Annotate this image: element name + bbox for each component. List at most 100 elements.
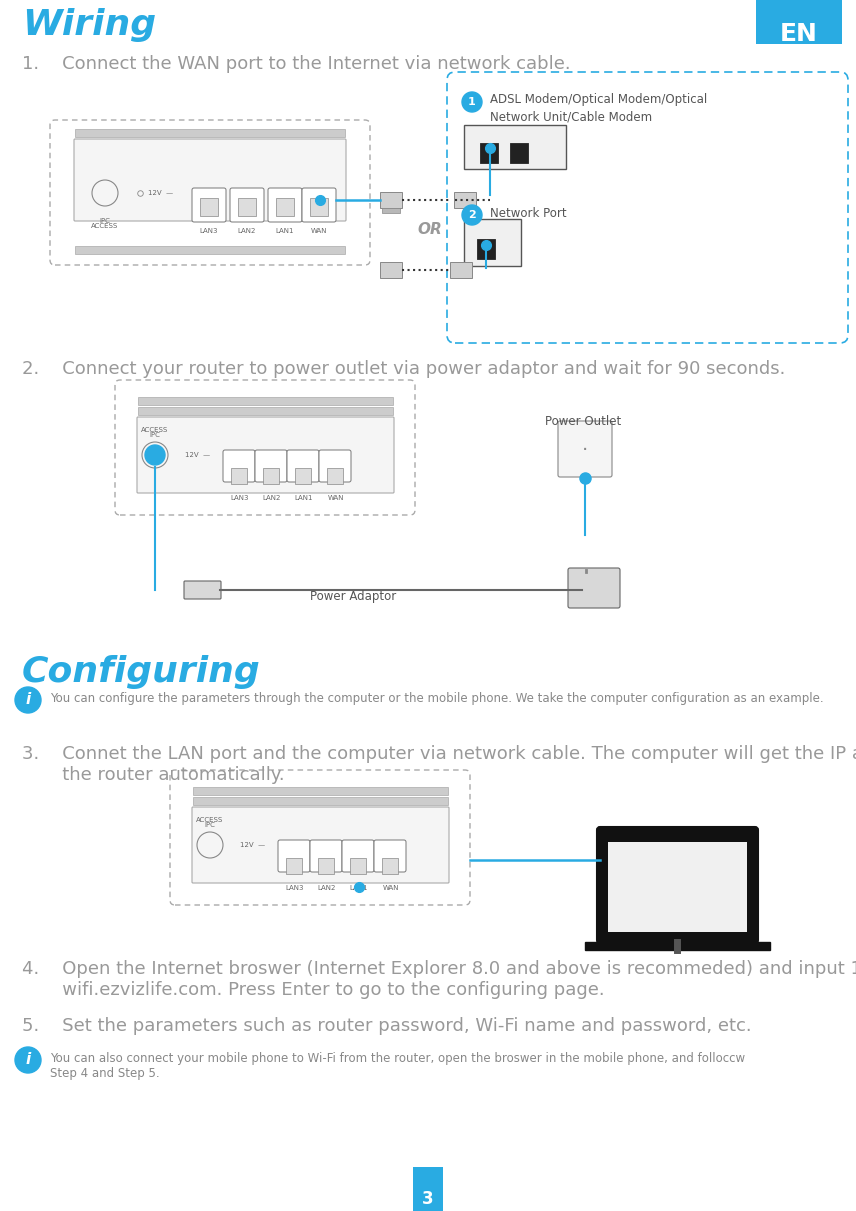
Text: LAN3: LAN3	[231, 495, 249, 501]
FancyBboxPatch shape	[231, 467, 247, 484]
Text: LAN3: LAN3	[199, 228, 218, 234]
FancyBboxPatch shape	[558, 421, 612, 477]
Text: 12V  —: 12V —	[148, 190, 173, 196]
Text: IPC: IPC	[99, 218, 110, 224]
Text: LAN2: LAN2	[238, 228, 256, 234]
FancyBboxPatch shape	[268, 188, 302, 222]
FancyBboxPatch shape	[170, 770, 470, 905]
Text: LAN1: LAN1	[294, 495, 313, 501]
FancyBboxPatch shape	[380, 262, 402, 279]
Circle shape	[15, 687, 41, 713]
FancyBboxPatch shape	[137, 417, 394, 493]
Text: Power Outlet: Power Outlet	[545, 415, 621, 427]
Text: WAN: WAN	[328, 495, 344, 501]
FancyBboxPatch shape	[295, 467, 311, 484]
Text: Configuring: Configuring	[22, 655, 261, 689]
FancyBboxPatch shape	[75, 246, 345, 254]
FancyBboxPatch shape	[382, 859, 398, 874]
Text: 2.    Connect your router to power outlet via power adaptor and wait for 90 seco: 2. Connect your router to power outlet v…	[22, 360, 785, 378]
Text: 12V  —: 12V —	[185, 452, 210, 458]
FancyBboxPatch shape	[223, 450, 255, 482]
FancyBboxPatch shape	[200, 199, 218, 216]
Text: LAN3: LAN3	[286, 885, 304, 891]
Text: 5.    Set the parameters such as router password, Wi-Fi name and password, etc.: 5. Set the parameters such as router pas…	[22, 1017, 752, 1035]
Text: 1.    Connect the WAN port to the Internet via network cable.: 1. Connect the WAN port to the Internet …	[22, 54, 571, 73]
FancyBboxPatch shape	[278, 840, 310, 872]
FancyBboxPatch shape	[447, 71, 848, 343]
Text: Power Adaptor: Power Adaptor	[310, 590, 396, 603]
FancyBboxPatch shape	[327, 467, 343, 484]
Text: Network Port: Network Port	[490, 207, 567, 220]
Text: LAN1: LAN1	[276, 228, 294, 234]
Text: ACCESS: ACCESS	[141, 427, 169, 434]
FancyBboxPatch shape	[756, 0, 842, 44]
FancyBboxPatch shape	[263, 467, 279, 484]
Text: ·: ·	[582, 442, 588, 460]
Circle shape	[462, 92, 482, 111]
Circle shape	[15, 1048, 41, 1073]
Text: EN: EN	[780, 22, 818, 46]
FancyBboxPatch shape	[374, 840, 406, 872]
Text: LAN2: LAN2	[263, 495, 281, 501]
Text: OR: OR	[418, 223, 443, 237]
FancyBboxPatch shape	[193, 787, 448, 794]
Text: LAN1: LAN1	[350, 885, 368, 891]
FancyBboxPatch shape	[510, 143, 528, 163]
FancyBboxPatch shape	[238, 199, 256, 216]
FancyBboxPatch shape	[477, 239, 495, 259]
FancyBboxPatch shape	[318, 859, 334, 874]
Text: ACCESS: ACCESS	[92, 223, 119, 229]
FancyBboxPatch shape	[382, 208, 400, 213]
FancyBboxPatch shape	[115, 380, 415, 515]
FancyBboxPatch shape	[464, 219, 521, 266]
FancyBboxPatch shape	[74, 139, 346, 220]
Text: You can configure the parameters through the computer or the mobile phone. We ta: You can configure the parameters through…	[50, 691, 823, 705]
FancyBboxPatch shape	[192, 807, 449, 883]
FancyBboxPatch shape	[255, 450, 287, 482]
Circle shape	[462, 205, 482, 225]
FancyBboxPatch shape	[450, 193, 472, 208]
Text: ACCESS: ACCESS	[196, 817, 223, 823]
FancyBboxPatch shape	[597, 827, 758, 943]
FancyBboxPatch shape	[310, 840, 342, 872]
FancyBboxPatch shape	[608, 842, 747, 932]
Text: 1: 1	[468, 97, 476, 107]
FancyBboxPatch shape	[464, 125, 566, 170]
Text: You can also connect your mobile phone to Wi-Fi from the router, open the broswe: You can also connect your mobile phone t…	[50, 1052, 745, 1080]
FancyBboxPatch shape	[193, 797, 448, 805]
FancyBboxPatch shape	[480, 143, 498, 163]
Text: 2: 2	[468, 210, 476, 220]
FancyBboxPatch shape	[276, 199, 294, 216]
FancyBboxPatch shape	[585, 942, 770, 949]
FancyBboxPatch shape	[310, 199, 328, 216]
FancyBboxPatch shape	[50, 120, 370, 265]
Text: WAN: WAN	[311, 228, 327, 234]
Text: 3.    Connet the LAN port and the computer via network cable. The computer will : 3. Connet the LAN port and the computer …	[22, 745, 856, 784]
FancyBboxPatch shape	[192, 188, 226, 222]
FancyBboxPatch shape	[138, 407, 393, 415]
Text: Wiring: Wiring	[22, 8, 156, 42]
Text: i: i	[26, 693, 31, 707]
FancyBboxPatch shape	[342, 840, 374, 872]
FancyBboxPatch shape	[138, 397, 393, 404]
FancyBboxPatch shape	[380, 193, 402, 208]
FancyBboxPatch shape	[230, 188, 264, 222]
FancyBboxPatch shape	[450, 262, 472, 279]
FancyBboxPatch shape	[287, 450, 319, 482]
Text: 12V  —: 12V —	[240, 842, 265, 848]
FancyBboxPatch shape	[413, 1167, 443, 1211]
FancyBboxPatch shape	[568, 568, 620, 608]
FancyBboxPatch shape	[184, 581, 221, 599]
Text: ADSL Modem/Optical Modem/Optical
Network Unit/Cable Modem: ADSL Modem/Optical Modem/Optical Network…	[490, 93, 707, 124]
Text: 3: 3	[422, 1190, 434, 1209]
FancyBboxPatch shape	[286, 859, 302, 874]
Text: i: i	[26, 1052, 31, 1068]
Text: WAN: WAN	[383, 885, 399, 891]
Text: LAN2: LAN2	[318, 885, 336, 891]
FancyBboxPatch shape	[75, 130, 345, 137]
Text: IPC: IPC	[205, 822, 216, 828]
Circle shape	[145, 444, 165, 465]
FancyBboxPatch shape	[319, 450, 351, 482]
FancyBboxPatch shape	[350, 859, 366, 874]
Text: IPC: IPC	[150, 432, 160, 438]
